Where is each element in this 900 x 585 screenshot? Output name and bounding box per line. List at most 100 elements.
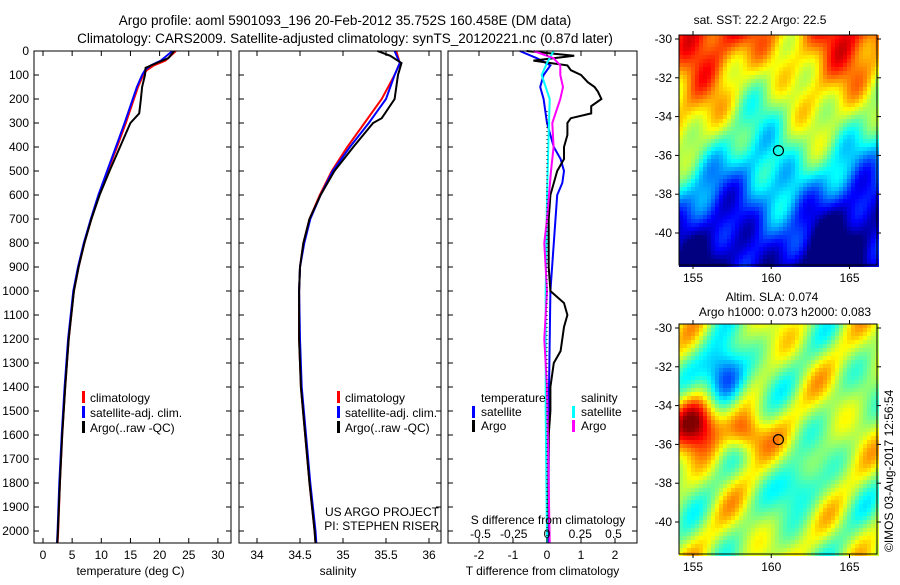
map-cell xyxy=(695,203,699,207)
map-cell xyxy=(679,227,683,231)
map-cell xyxy=(799,115,803,119)
map-cell xyxy=(859,171,863,175)
map-cell xyxy=(735,408,739,412)
map-cell xyxy=(719,404,723,408)
map-cell xyxy=(775,139,779,143)
map-cell xyxy=(819,119,823,123)
map-cell xyxy=(791,436,795,440)
credit-text: ©IMOS 03-Aug-2017 12:56:54 xyxy=(882,389,896,552)
map-cell xyxy=(811,420,815,424)
map-cell xyxy=(815,55,819,59)
map-cell xyxy=(679,448,683,452)
map-cell xyxy=(771,408,775,412)
map-cell xyxy=(863,43,867,47)
map-cell xyxy=(683,356,687,360)
map-cell xyxy=(703,408,707,412)
map-cell xyxy=(843,199,847,203)
map-cell xyxy=(843,259,847,263)
map-cell xyxy=(863,440,867,444)
map-cell xyxy=(731,87,735,91)
map-cell xyxy=(823,39,827,43)
map-cell xyxy=(839,368,843,372)
map-cell xyxy=(843,123,847,127)
map-cell xyxy=(767,239,771,243)
map-cell xyxy=(703,356,707,360)
map-cell xyxy=(703,75,707,79)
map-cell xyxy=(799,99,803,103)
map-cell xyxy=(847,171,851,175)
map-cell xyxy=(739,344,743,348)
map-cell xyxy=(867,67,871,71)
map-cell xyxy=(695,135,699,139)
map-cell xyxy=(735,360,739,364)
map-cell xyxy=(831,384,835,388)
map-cell xyxy=(735,39,739,43)
map-cell xyxy=(799,207,803,211)
map-cell xyxy=(747,155,751,159)
map-cell xyxy=(871,51,875,55)
map-cell xyxy=(727,227,731,231)
map-cell xyxy=(863,87,867,91)
map-cell xyxy=(711,43,715,47)
map-cell xyxy=(859,119,863,123)
map-cell xyxy=(867,400,871,404)
map-cell xyxy=(859,51,863,55)
map-cell xyxy=(843,456,847,460)
map-cell xyxy=(843,344,847,348)
map-cell xyxy=(683,83,687,87)
map-cell xyxy=(743,131,747,135)
map-cell xyxy=(867,388,871,392)
map-cell xyxy=(731,51,735,55)
map-cell xyxy=(731,171,735,175)
map-cell xyxy=(687,55,691,59)
map-cell xyxy=(823,243,827,247)
map-cell xyxy=(779,191,783,195)
map-cell xyxy=(783,235,787,239)
map-cell xyxy=(727,340,731,344)
map-cell xyxy=(759,135,763,139)
map-cell xyxy=(863,380,867,384)
map-cell xyxy=(799,348,803,352)
map-cell xyxy=(747,103,751,107)
map-cell xyxy=(703,424,707,428)
map-cell xyxy=(855,195,859,199)
map-cell xyxy=(855,384,859,388)
map-cell xyxy=(743,103,747,107)
map-cell xyxy=(739,135,743,139)
map-cell xyxy=(707,424,711,428)
map-cell xyxy=(831,440,835,444)
map-cell xyxy=(811,35,815,39)
map-cell xyxy=(747,95,751,99)
map-cell xyxy=(743,167,747,171)
map-cell xyxy=(759,356,763,360)
map-cell xyxy=(683,223,687,227)
map-cell xyxy=(771,111,775,115)
map-cell xyxy=(835,412,839,416)
map-cell xyxy=(851,199,855,203)
map-cell xyxy=(791,191,795,195)
map-cell xyxy=(811,67,815,71)
map-cell xyxy=(727,348,731,352)
map-cell xyxy=(687,388,691,392)
map-cell xyxy=(755,328,759,332)
map-cell xyxy=(727,328,731,332)
map-cell xyxy=(715,183,719,187)
map-cell xyxy=(859,420,863,424)
map-cell xyxy=(747,352,751,356)
map-cell xyxy=(723,328,727,332)
map-cell xyxy=(847,75,851,79)
map-cell xyxy=(687,115,691,119)
map-cell xyxy=(823,91,827,95)
map-cell xyxy=(811,239,815,243)
map-cell xyxy=(683,231,687,235)
map-cell xyxy=(687,143,691,147)
map-cell xyxy=(775,460,779,464)
map-cell xyxy=(747,227,751,231)
map-cell xyxy=(791,215,795,219)
map-cell xyxy=(743,75,747,79)
map-cell xyxy=(751,55,755,59)
map-cell xyxy=(795,456,799,460)
map-cell xyxy=(747,131,751,135)
map-cell xyxy=(767,227,771,231)
map-cell xyxy=(867,71,871,75)
